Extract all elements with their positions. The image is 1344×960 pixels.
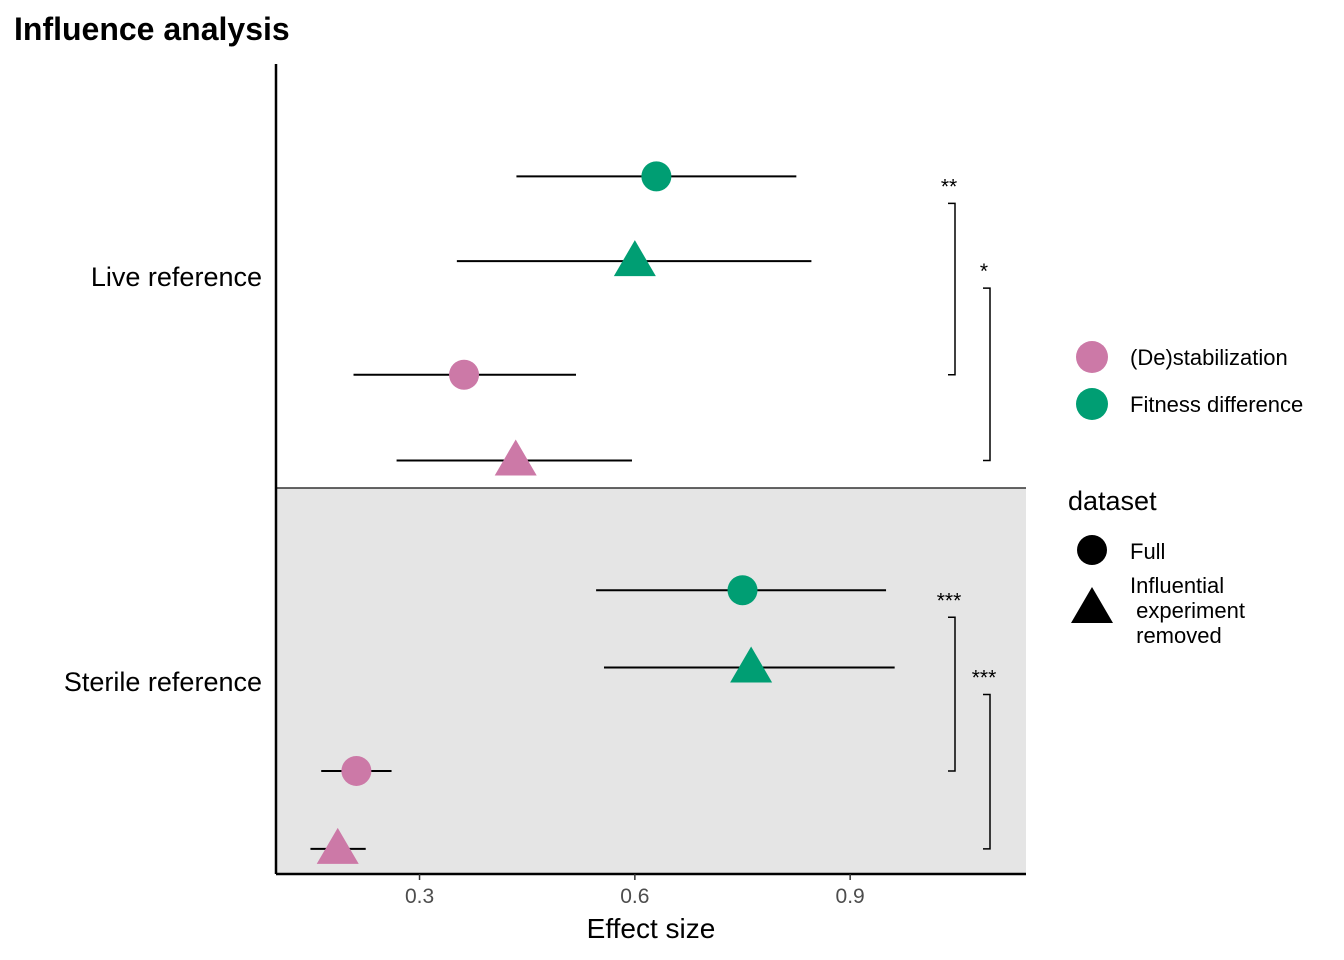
legend-shape-label: Full	[1130, 539, 1165, 564]
sterile-panel-shade	[276, 488, 1026, 874]
point-circle	[341, 755, 372, 786]
point-circle	[449, 359, 480, 390]
point-triangle	[316, 827, 359, 864]
x-tick-label: 0.6	[620, 885, 649, 908]
legend-color-key	[1076, 388, 1108, 420]
point-circle	[727, 575, 758, 606]
chart-title: Influence analysis	[14, 11, 290, 47]
significance-label: *	[980, 260, 988, 283]
category-labels: Live reference Sterile reference	[64, 262, 262, 697]
x-tick-label: 0.9	[836, 885, 865, 908]
legend-full-key	[1077, 535, 1107, 565]
x-axis-title: Effect size	[587, 913, 716, 944]
legend-shape-label: Influential	[1130, 573, 1224, 598]
legend: (De)stabilization Fitness difference datas…	[1068, 341, 1303, 648]
significance-label: ***	[972, 666, 997, 689]
point-circle	[641, 161, 672, 192]
legend-removed-key	[1071, 587, 1113, 623]
point-triangle	[730, 646, 773, 683]
legend-color-key	[1076, 341, 1108, 373]
significance-brackets: *********	[937, 175, 997, 850]
plot-marks	[310, 161, 895, 864]
legend-shape-label: removed	[1130, 623, 1222, 648]
legend-color-label: Fitness difference	[1130, 392, 1303, 417]
significance-label: **	[941, 175, 957, 198]
significance-bracket	[948, 202, 956, 376]
point-triangle	[494, 439, 537, 476]
x-tick-label: 0.3	[405, 885, 434, 908]
x-ticks: 0.3 0.6 0.9	[405, 874, 865, 908]
legend-color-label: (De)stabilization	[1130, 345, 1288, 370]
significance-bracket	[948, 616, 956, 772]
significance-label: ***	[937, 589, 962, 612]
significance-bracket	[983, 287, 991, 462]
category-label: Sterile reference	[64, 667, 262, 697]
point-triangle	[613, 240, 656, 277]
category-label: Live reference	[91, 262, 262, 292]
legend-shape-label: experiment	[1130, 598, 1245, 623]
legend-shape-title: dataset	[1068, 486, 1157, 516]
significance-bracket	[983, 693, 991, 850]
